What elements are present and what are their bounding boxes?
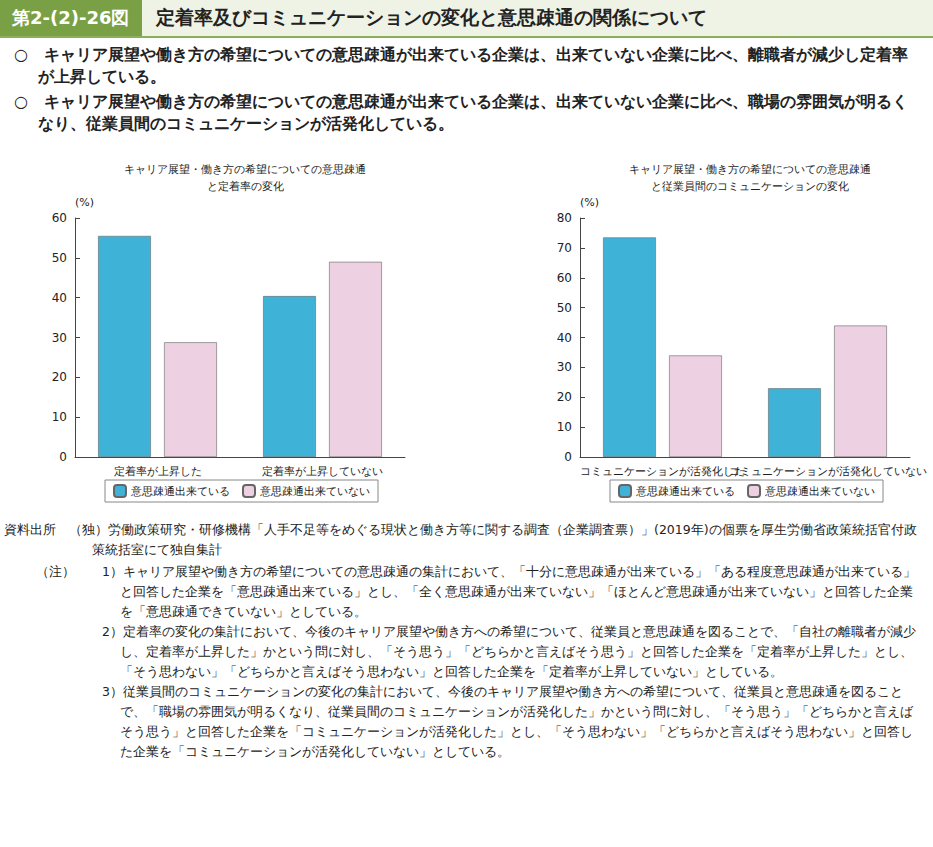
svg-text:キャリア展望・働き方の希望についての意思疎通: キャリア展望・働き方の希望についての意思疎通: [124, 163, 366, 176]
svg-text:20: 20: [557, 390, 572, 404]
html-text:定着率及びコミュニケーションの変化と意思疎通の関係について: 定着率及びコミュニケーションの変化と意思疎通の関係について: [155, 6, 707, 28]
svg-text:(%): (%): [580, 196, 599, 209]
html-text:資料出所 （独）労働政策研究・研修機構「人手不足等をめぐる現: 資料出所 （独）労働政策研究・研修機構「人手不足等をめぐる現状と働き方等に関する…: [4, 522, 917, 557]
svg-text:30: 30: [52, 331, 67, 345]
svg-text:意思疎通出来ている: 意思疎通出来ている: [130, 485, 230, 497]
html-text:○ キャリア展望や働き方の希望についての意思疎通が出来ている: ○ キャリア展望や働き方の希望についての意思疎通が出来ている企業は、出来ていない…: [14, 92, 908, 133]
svg-text:と定着率の変化: と定着率の変化: [207, 180, 284, 193]
svg-text:コミュニケーションが活発化していない: コミュニケーションが活発化していない: [729, 465, 927, 477]
svg-text:0: 0: [564, 450, 572, 464]
svg-text:20: 20: [52, 370, 67, 384]
svg-text:0: 0: [59, 450, 67, 464]
html-text:3）従業員間のコミュニケーションの変化の集計において、今後の: 3）従業員間のコミュニケーションの変化の集計において、今後のキャリア展望や働き方…: [102, 684, 913, 759]
svg-text:70: 70: [557, 241, 572, 255]
svg-text:定着率が上昇した: 定着率が上昇した: [114, 465, 202, 477]
svg-text:キャリア展望・働き方の希望についての意思疎通: キャリア展望・働き方の希望についての意思疎通: [629, 163, 871, 176]
html-text:（注）: （注）: [36, 564, 75, 579]
svg-text:50: 50: [52, 251, 67, 265]
svg-text:40: 40: [557, 331, 572, 345]
svg-text:意思疎通出来ていない: 意思疎通出来ていない: [764, 485, 875, 497]
svg-text:60: 60: [52, 211, 67, 225]
svg-text:(%): (%): [75, 196, 94, 209]
svg-text:80: 80: [557, 211, 572, 225]
svg-text:60: 60: [557, 271, 572, 285]
svg-text:10: 10: [52, 410, 67, 424]
svg-text:50: 50: [557, 301, 572, 315]
svg-text:コミュニケーションが活発化した: コミュニケーションが活発化した: [580, 465, 745, 477]
html-text:2）定着率の変化の集計において、今後のキャリア展望や働き方へ: 2）定着率の変化の集計において、今後のキャリア展望や働き方への希望について、従業…: [102, 624, 916, 679]
svg-text:30: 30: [557, 360, 572, 374]
svg-text:と従業員間のコミュニケーションの変化: と従業員間のコミュニケーションの変化: [651, 180, 849, 193]
html-text:1）キャリア展望や働き方の希望についての意思疎通の集計におい: 1）キャリア展望や働き方の希望についての意思疎通の集計において、「十分に意思疎通…: [102, 564, 916, 619]
svg-text:定着率が上昇していない: 定着率が上昇していない: [262, 465, 383, 477]
svg-text:10: 10: [557, 420, 572, 434]
svg-text:40: 40: [52, 291, 67, 305]
svg-text:意思疎通出来ていない: 意思疎通出来ていない: [259, 485, 370, 497]
svg-text:意思疎通出来ている: 意思疎通出来ている: [635, 485, 735, 497]
html-text:○ キャリア展望や働き方の希望についての意思疎通が出来ている: ○ キャリア展望や働き方の希望についての意思疎通が出来ている企業は、出来ていない…: [14, 45, 908, 86]
html-text:第2-(2)-26図: 第2-(2)-26図: [12, 7, 130, 28]
